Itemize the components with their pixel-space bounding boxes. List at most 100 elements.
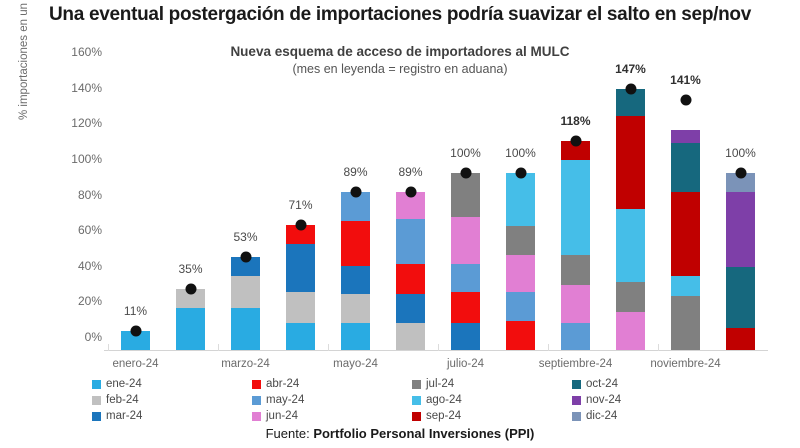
total-marker-dot <box>680 94 691 106</box>
bar-segment-ene-24[interactable] <box>341 322 370 351</box>
bar-segment-ago-24[interactable] <box>561 160 590 255</box>
bar-segment-may-24[interactable] <box>561 322 590 351</box>
source-note: Fuente: Portfolio Personal Inversiones (… <box>0 426 800 441</box>
page-title: Una eventual postergación de importacion… <box>49 4 751 25</box>
bar-segment-sep-24[interactable] <box>616 115 645 209</box>
bar-segment-abr-24[interactable] <box>506 320 535 351</box>
legend-item-ago-24[interactable]: ago-24 <box>412 392 572 408</box>
bar-segment-sep-24[interactable] <box>726 327 755 351</box>
bar-segment-sep-24[interactable] <box>561 140 590 161</box>
bar-segment-may-24[interactable] <box>506 292 535 321</box>
bar-segment-sep-24[interactable] <box>671 192 700 277</box>
bar-segment-nov-24[interactable] <box>671 130 700 143</box>
legend-item-jun-24[interactable]: jun-24 <box>252 408 412 424</box>
bar-group[interactable]: 100% <box>438 66 493 351</box>
legend-item-abr-24[interactable]: abr-24 <box>252 376 412 392</box>
bar-segment-abr-24[interactable] <box>396 263 425 294</box>
bar-segment-ene-24[interactable] <box>286 322 315 351</box>
x-axis-line <box>104 350 768 351</box>
bar-segment-jul-24[interactable] <box>671 295 700 351</box>
legend-item-nov-24[interactable]: nov-24 <box>572 392 732 408</box>
stacked-bar[interactable] <box>121 331 150 351</box>
bar-total-label: 35% <box>178 261 203 276</box>
bar-segment-ago-24[interactable] <box>506 172 535 227</box>
legend-label: may-24 <box>266 394 305 406</box>
bar-segment-jun-24[interactable] <box>506 254 535 293</box>
bar-segment-mar-24[interactable] <box>231 256 260 277</box>
bar-segment-jun-24[interactable] <box>451 217 480 264</box>
chart-subtitle-secondary: (mes en leyenda = registro en aduana) <box>292 62 508 76</box>
stacked-bar[interactable] <box>341 192 370 351</box>
bar-segment-abr-24[interactable] <box>286 224 315 245</box>
stacked-bar[interactable] <box>561 140 590 351</box>
bar-segment-may-24[interactable] <box>451 263 480 293</box>
legend-item-feb-24[interactable]: feb-24 <box>92 392 252 408</box>
x-axis-separator <box>108 344 109 351</box>
bar-segment-ago-24[interactable] <box>616 208 645 282</box>
legend-label: jun-24 <box>266 410 298 422</box>
legend-item-mar-24[interactable]: mar-24 <box>92 408 252 424</box>
legend-item-dic-24[interactable]: dic-24 <box>572 408 732 424</box>
stacked-bar[interactable] <box>506 172 535 351</box>
bar-segment-abr-24[interactable] <box>451 292 480 323</box>
bar-segment-jul-24[interactable] <box>616 281 645 312</box>
bar-segment-jul-24[interactable] <box>451 172 480 218</box>
bar-segment-nov-24[interactable] <box>726 192 755 268</box>
x-axis-separator <box>658 344 659 351</box>
bar-total-label: 141% <box>670 72 701 87</box>
legend-swatch-icon <box>572 395 581 405</box>
bar-segment-jul-24[interactable] <box>561 254 590 286</box>
bar-segment-oct-24[interactable] <box>671 142 700 193</box>
stacked-bar[interactable] <box>286 224 315 351</box>
bar-segment-feb-24[interactable] <box>341 294 370 323</box>
bar-segment-ene-24[interactable] <box>231 308 260 351</box>
bar-segment-feb-24[interactable] <box>231 276 260 309</box>
legend-swatch-icon <box>572 379 581 389</box>
bar-group[interactable]: 141% <box>658 66 713 351</box>
bar-group[interactable]: 71% <box>273 66 328 351</box>
stacked-bar[interactable] <box>231 256 260 351</box>
bar-group[interactable]: 100% <box>713 66 768 351</box>
bar-group[interactable]: 89% <box>383 66 438 351</box>
bar-segment-mar-24[interactable] <box>286 244 315 293</box>
legend-item-jul-24[interactable]: jul-24 <box>412 376 572 392</box>
legend-item-oct-24[interactable]: oct-24 <box>572 376 732 392</box>
bar-total-label: 53% <box>233 229 258 244</box>
legend-item-may-24[interactable]: may-24 <box>252 392 412 408</box>
stacked-bar[interactable] <box>616 89 645 351</box>
bar-segment-ene-24[interactable] <box>121 331 150 351</box>
legend-item-sep-24[interactable]: sep-24 <box>412 408 572 424</box>
legend-swatch-icon <box>92 411 101 421</box>
bar-group[interactable]: 89% <box>328 66 383 351</box>
bar-segment-mar-24[interactable] <box>396 294 425 323</box>
bar-group[interactable]: 35% <box>163 66 218 351</box>
stacked-bar[interactable] <box>176 288 205 351</box>
bar-segment-oct-24[interactable] <box>726 267 755 328</box>
bar-segment-jun-24[interactable] <box>561 285 590 323</box>
bar-segment-may-24[interactable] <box>396 219 425 264</box>
stacked-bar[interactable] <box>726 172 755 351</box>
bar-segment-ene-24[interactable] <box>176 308 205 351</box>
bar-segment-jun-24[interactable] <box>616 311 645 351</box>
bar-group[interactable]: 118% <box>548 66 603 351</box>
bar-segment-feb-24[interactable] <box>286 292 315 323</box>
stacked-bar[interactable] <box>451 172 480 351</box>
bar-group[interactable]: 147% <box>603 62 658 351</box>
bar-segment-feb-24[interactable] <box>176 288 205 309</box>
total-marker-dot <box>735 167 746 179</box>
y-axis-tick-label: 0% <box>84 330 102 344</box>
bar-segment-ago-24[interactable] <box>671 276 700 296</box>
stacked-bar[interactable] <box>671 100 700 351</box>
bar-segment-feb-24[interactable] <box>396 322 425 351</box>
bar-segment-mar-24[interactable] <box>451 322 480 351</box>
bar-segment-dic-24[interactable] <box>726 172 755 193</box>
stacked-bar[interactable] <box>396 192 425 351</box>
bar-group[interactable]: 100% <box>493 66 548 351</box>
bar-segment-mar-24[interactable] <box>341 265 370 294</box>
bar-group[interactable]: 11% <box>108 66 163 351</box>
legend-item-ene-24[interactable]: ene-24 <box>92 376 252 392</box>
chart-subtitle-primary: Nueva esquema de acceso de importadores … <box>230 44 570 59</box>
bar-segment-abr-24[interactable] <box>341 220 370 266</box>
bar-group[interactable]: 53% <box>218 66 273 351</box>
bar-segment-jul-24[interactable] <box>506 226 535 255</box>
